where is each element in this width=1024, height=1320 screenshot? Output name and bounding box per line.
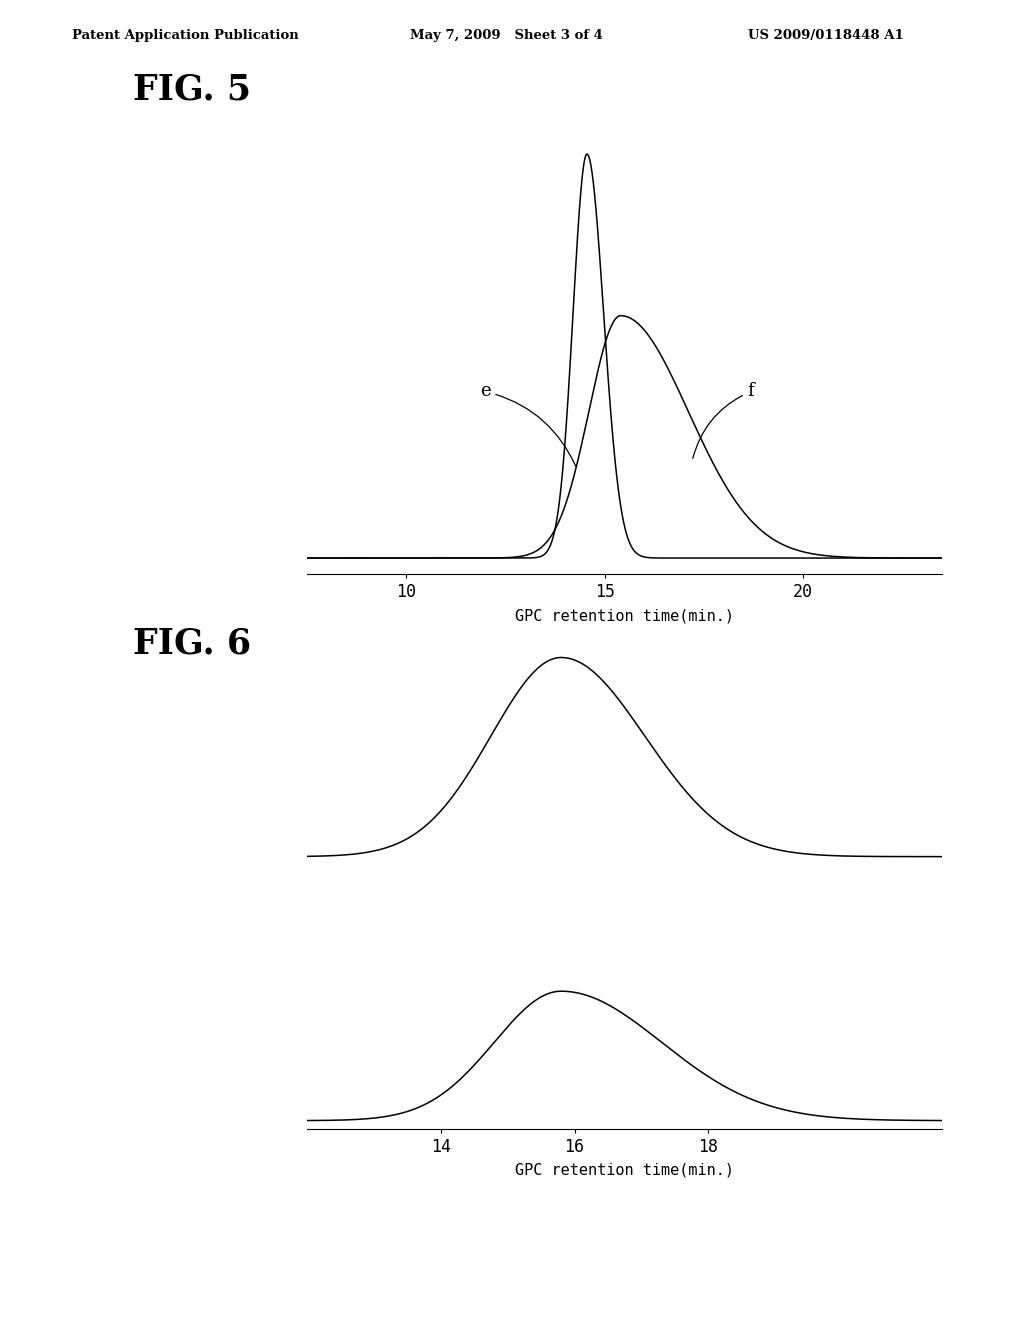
- X-axis label: GPC retention time(min.): GPC retention time(min.): [515, 609, 734, 623]
- Text: e: e: [480, 383, 575, 467]
- Text: FIG. 5: FIG. 5: [133, 73, 251, 107]
- Text: May 7, 2009   Sheet 3 of 4: May 7, 2009 Sheet 3 of 4: [410, 29, 602, 42]
- Text: Patent Application Publication: Patent Application Publication: [72, 29, 298, 42]
- Text: f: f: [693, 383, 755, 458]
- Text: US 2009/0118448 A1: US 2009/0118448 A1: [748, 29, 903, 42]
- Text: FIG. 6: FIG. 6: [133, 627, 251, 661]
- X-axis label: GPC retention time(min.): GPC retention time(min.): [515, 1163, 734, 1177]
